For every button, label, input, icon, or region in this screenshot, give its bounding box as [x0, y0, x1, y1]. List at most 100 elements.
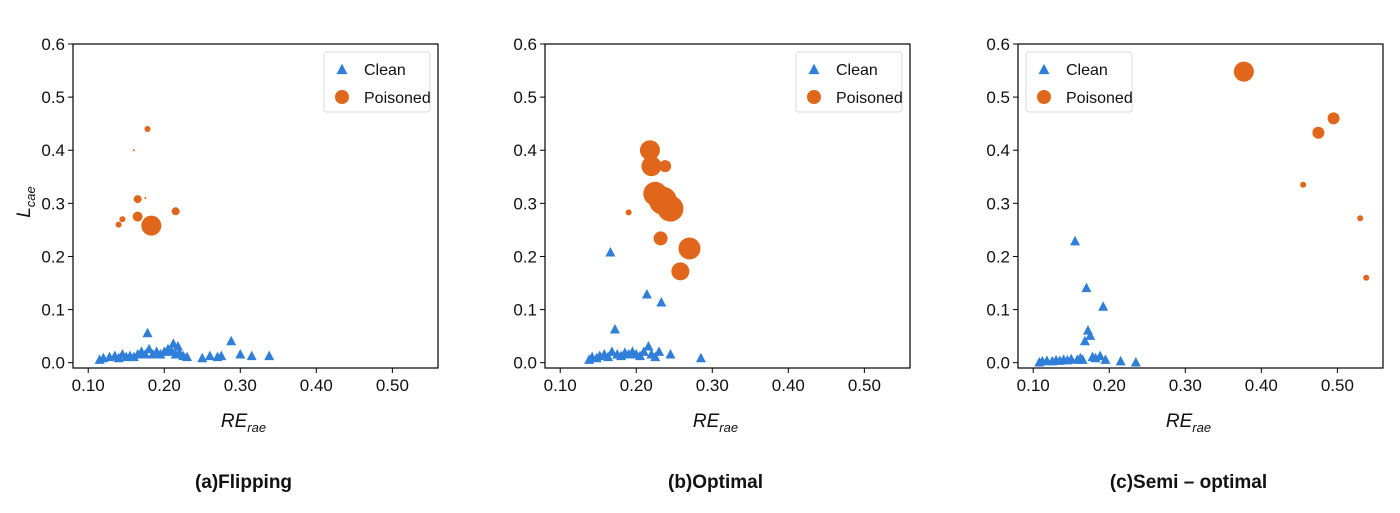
x-tick-label: 0.40	[300, 376, 333, 395]
poisoned-point	[133, 195, 142, 204]
legend-poisoned-marker	[1037, 90, 1051, 104]
poisoned-point	[141, 215, 162, 236]
clean-point	[1098, 301, 1109, 311]
x-axis-title: RErae	[221, 411, 266, 435]
x-tick-label: 0.20	[148, 376, 181, 395]
poisoned-point	[171, 207, 180, 216]
clean-point	[1115, 355, 1126, 366]
y-axis-title-base: L	[14, 207, 35, 218]
clean-point	[142, 327, 153, 338]
poisoned-point	[641, 156, 662, 177]
x-tick-label: 0.50	[1321, 376, 1354, 395]
y-tick-label: 0.5	[986, 88, 1010, 107]
x-axis-title-sub: rae	[719, 420, 738, 435]
y-tick-label: 0.3	[986, 194, 1010, 213]
legend-clean-label: Clean	[1066, 62, 1108, 79]
legend-box	[323, 51, 431, 113]
clean-point	[695, 352, 706, 363]
poisoned-point	[653, 231, 668, 246]
legend: Clean Poisoned	[795, 51, 903, 113]
y-tick-label: 0.2	[513, 247, 537, 266]
x-axis-title-sub: rae	[1192, 420, 1211, 435]
legend-poisoned-marker	[807, 90, 821, 104]
y-tick-label: 0.1	[41, 301, 65, 320]
poisoned-point	[1327, 112, 1340, 125]
legend-clean-marker	[1038, 63, 1050, 75]
x-axis-title: RErae	[1166, 411, 1211, 435]
y-tick-label: 0.1	[986, 301, 1010, 320]
y-tick-label: 0.0	[986, 354, 1010, 373]
legend-poisoned-label: Poisoned	[364, 90, 431, 107]
clean-point	[641, 289, 652, 299]
legend-poisoned-label: Poisoned	[1066, 90, 1133, 107]
x-axis-title: RErae	[693, 411, 738, 435]
clean-point	[609, 324, 620, 334]
panel-caption: (a)Flipping	[195, 472, 292, 493]
clean-point	[246, 350, 257, 361]
clean-point	[665, 349, 676, 359]
y-tick-label: 0.1	[513, 301, 537, 320]
plot-frame	[72, 43, 439, 369]
y-tick-label: 0.5	[513, 88, 537, 107]
y-axis-title-sub: cae	[23, 186, 38, 207]
clean-point	[140, 349, 151, 359]
clean-point	[1130, 356, 1141, 367]
clean-point	[216, 350, 227, 361]
y-tick-label: 0.5	[41, 88, 65, 107]
poisoned-point	[671, 262, 690, 281]
y-tick-label: 0.3	[513, 194, 537, 213]
legend: Clean Poisoned	[1025, 51, 1133, 113]
x-tick-label: 0.10	[72, 376, 105, 395]
panel-caption: (c)Semi – optimal	[1110, 472, 1267, 493]
clean-point	[654, 346, 665, 356]
clean-point	[638, 346, 649, 356]
clean-point	[204, 350, 215, 361]
poisoned-point	[132, 149, 135, 152]
plot-frame	[544, 43, 911, 369]
clean-point	[606, 346, 617, 356]
y-tick-label: 0.4	[513, 141, 537, 160]
plot-frame	[1017, 43, 1384, 369]
poisoned-point	[1233, 61, 1254, 82]
clean-point	[643, 341, 654, 351]
y-tick-label: 0.6	[986, 35, 1010, 54]
clean-point	[1085, 330, 1096, 340]
x-tick-label: 0.20	[620, 376, 653, 395]
poisoned-point	[115, 221, 122, 228]
chart-panel-2: 0.0 0.1 0.2 0.3 0.4 0.5 0.6 0.10 0.20 0.30 0.40 0.5…	[513, 35, 911, 493]
y-axis-title-group: Lcae	[14, 186, 38, 218]
x-axis-title-base: RE	[1166, 411, 1193, 432]
legend: Clean Poisoned	[323, 51, 431, 113]
poisoned-point	[144, 125, 151, 132]
x-tick-label: 0.50	[376, 376, 409, 395]
x-tick-label: 0.40	[772, 376, 805, 395]
x-tick-label: 0.10	[544, 376, 577, 395]
clean-point	[603, 351, 614, 362]
x-tick-label: 0.30	[224, 376, 257, 395]
y-tick-label: 0.2	[41, 247, 65, 266]
clean-point	[182, 351, 193, 362]
legend-poisoned-marker	[335, 90, 349, 104]
legend-box	[795, 51, 903, 113]
poisoned-point	[144, 197, 147, 200]
legend-poisoned-label: Poisoned	[836, 90, 903, 107]
poisoned-point	[1357, 215, 1364, 222]
y-tick-label: 0.6	[41, 35, 65, 54]
clean-point	[172, 341, 183, 351]
clean-point	[1079, 335, 1090, 346]
poisoned-point	[1312, 126, 1325, 139]
clean-point	[656, 296, 667, 307]
poisoned-point	[657, 195, 684, 222]
x-axis-title-base: RE	[693, 411, 720, 432]
y-tick-label: 0.4	[986, 141, 1010, 160]
chart-panel-3: 0.0 0.1 0.2 0.3 0.4 0.5 0.6 0.10 0.20 0.30 0.40 0.5…	[986, 35, 1384, 493]
x-axis-title-sub: rae	[247, 420, 266, 435]
legend-box	[1025, 51, 1133, 113]
poisoned-point	[678, 237, 701, 260]
poisoned-point	[639, 140, 660, 161]
legend-clean-marker	[808, 63, 820, 75]
clean-point	[226, 335, 237, 346]
y-tick-label: 0.0	[513, 354, 537, 373]
y-tick-label: 0.0	[41, 354, 65, 373]
